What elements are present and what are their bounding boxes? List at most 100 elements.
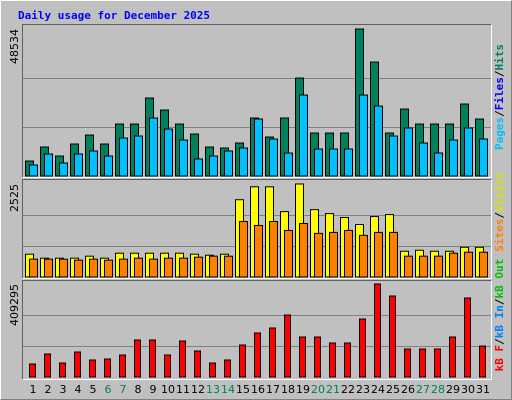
bar: [179, 139, 188, 177]
bar: [224, 359, 231, 378]
frame-dark: [22, 280, 492, 380]
bar: [44, 258, 53, 278]
bar: [89, 150, 98, 177]
x-tick-label: 24: [371, 383, 385, 396]
legend-entry: Hits: [493, 44, 506, 71]
bar: [74, 259, 83, 278]
bar: [164, 354, 171, 378]
bar: [29, 258, 38, 278]
bar: [284, 314, 291, 378]
bar: [359, 318, 366, 378]
bar: [479, 251, 488, 278]
bar: [329, 342, 336, 378]
bar: [224, 150, 233, 177]
bar: [299, 94, 308, 177]
bar: [194, 350, 201, 378]
bar: [479, 138, 488, 177]
bar: [179, 340, 186, 378]
x-tick-label: 19: [296, 383, 310, 396]
bar: [194, 158, 203, 177]
bar: [119, 258, 128, 278]
x-tick-label: 7: [120, 383, 127, 396]
bar: [89, 359, 96, 378]
bar: [389, 231, 398, 278]
bar: [329, 231, 338, 278]
frame-light: [22, 179, 492, 279]
bar: [149, 117, 158, 177]
bar: [224, 255, 233, 278]
frame-light: [22, 280, 492, 380]
legend-entry: Files: [493, 77, 506, 110]
series-labels: Pages/Files/Hits: [493, 44, 506, 150]
bar: [389, 135, 398, 177]
x-tick-label: 1: [30, 383, 37, 396]
x-tick-label: 21: [326, 383, 340, 396]
bar: [254, 118, 263, 177]
x-tick-label: 27: [416, 383, 430, 396]
bar: [104, 155, 113, 177]
bar: [119, 354, 126, 378]
bar: [254, 332, 261, 378]
x-tick-label: 29: [446, 383, 460, 396]
x-tick-label: 18: [281, 383, 295, 396]
bar: [434, 152, 443, 177]
x-tick-label: 28: [431, 383, 445, 396]
series-labels: kB F/kB In/kB Out: [493, 259, 506, 372]
bar: [239, 147, 248, 177]
legend-entry: Pages: [493, 117, 506, 150]
x-tick-label: 3: [60, 383, 67, 396]
bar: [359, 234, 368, 278]
bar: [344, 229, 353, 278]
bar: [254, 224, 263, 278]
bar: [344, 148, 353, 177]
bar: [329, 148, 338, 177]
bar: [119, 137, 128, 177]
bar: [134, 135, 143, 177]
bar: [239, 221, 248, 278]
bar: [194, 256, 203, 278]
x-tick-label: 2: [45, 383, 52, 396]
bar: [59, 258, 68, 278]
bar: [239, 344, 246, 378]
bar: [149, 258, 158, 278]
bar: [419, 142, 428, 177]
bar: [164, 128, 173, 177]
label-separator: /: [493, 212, 506, 219]
legend-entry: Sites: [493, 219, 506, 252]
x-tick-label: 6: [105, 383, 112, 396]
bar: [404, 255, 413, 278]
bar: [374, 105, 383, 177]
bar: [104, 358, 111, 378]
y-tick-label: 2525: [8, 184, 21, 212]
x-tick-label: 22: [341, 383, 355, 396]
x-tick-label: 31: [476, 383, 490, 396]
bar: [404, 348, 411, 378]
bar: [389, 295, 396, 378]
bar: [449, 139, 458, 177]
bar: [344, 342, 351, 378]
label-separator: /: [493, 298, 506, 305]
x-tick-label: 11: [176, 383, 190, 396]
legend-entry: kB In: [493, 305, 506, 338]
bar: [464, 251, 473, 278]
bar: [29, 164, 38, 177]
legend-entry: kB Out: [493, 259, 506, 299]
bar: [449, 336, 456, 378]
bar: [374, 283, 381, 378]
x-tick-label: 16: [251, 383, 265, 396]
bar: [179, 257, 188, 278]
bar: [284, 229, 293, 278]
bar: [134, 257, 143, 278]
x-tick-label: 8: [135, 383, 142, 396]
bar: [209, 155, 218, 177]
bar: [374, 231, 383, 278]
y-tick-label: 409295: [8, 284, 21, 326]
x-tick-label: 30: [461, 383, 475, 396]
bar: [29, 363, 36, 378]
bar: [434, 348, 441, 378]
x-tick-label: 14: [221, 383, 235, 396]
frame-light: [22, 24, 492, 178]
x-tick-label: 17: [266, 383, 280, 396]
frame-dark: [22, 24, 492, 178]
